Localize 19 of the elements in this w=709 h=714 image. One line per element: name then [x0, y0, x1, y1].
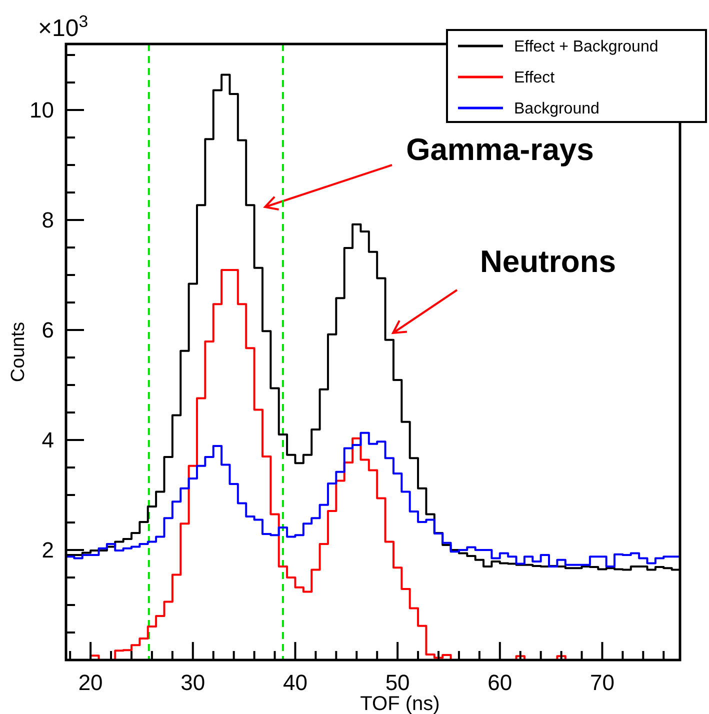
y-tick-label: 10 [30, 98, 54, 123]
annotation: Gamma-rays [406, 132, 594, 167]
y-tick-label: 8 [42, 208, 54, 233]
legend-label: Background [514, 100, 600, 118]
x-axis-title: TOF (ns) [360, 693, 440, 714]
y-tick-label: 6 [42, 318, 54, 343]
legend-label: Effect + Background [514, 38, 658, 56]
x-tick-label: 30 [180, 670, 206, 695]
legend-label: Effect [514, 70, 556, 87]
x-tick-label: 50 [385, 670, 410, 695]
x-tick-label: 20 [78, 670, 103, 695]
x-tick-label: 70 [590, 670, 614, 695]
x-tick-label: 40 [282, 670, 308, 695]
text: ×10$^{3}$ [38, 12, 88, 42]
annotation: Neutrons [480, 244, 616, 279]
y-tick-label: 4 [42, 428, 54, 453]
y-tick-label: 2 [42, 538, 54, 563]
y-axis-title: Counts [8, 322, 29, 382]
x-tick-label: 60 [488, 670, 512, 695]
